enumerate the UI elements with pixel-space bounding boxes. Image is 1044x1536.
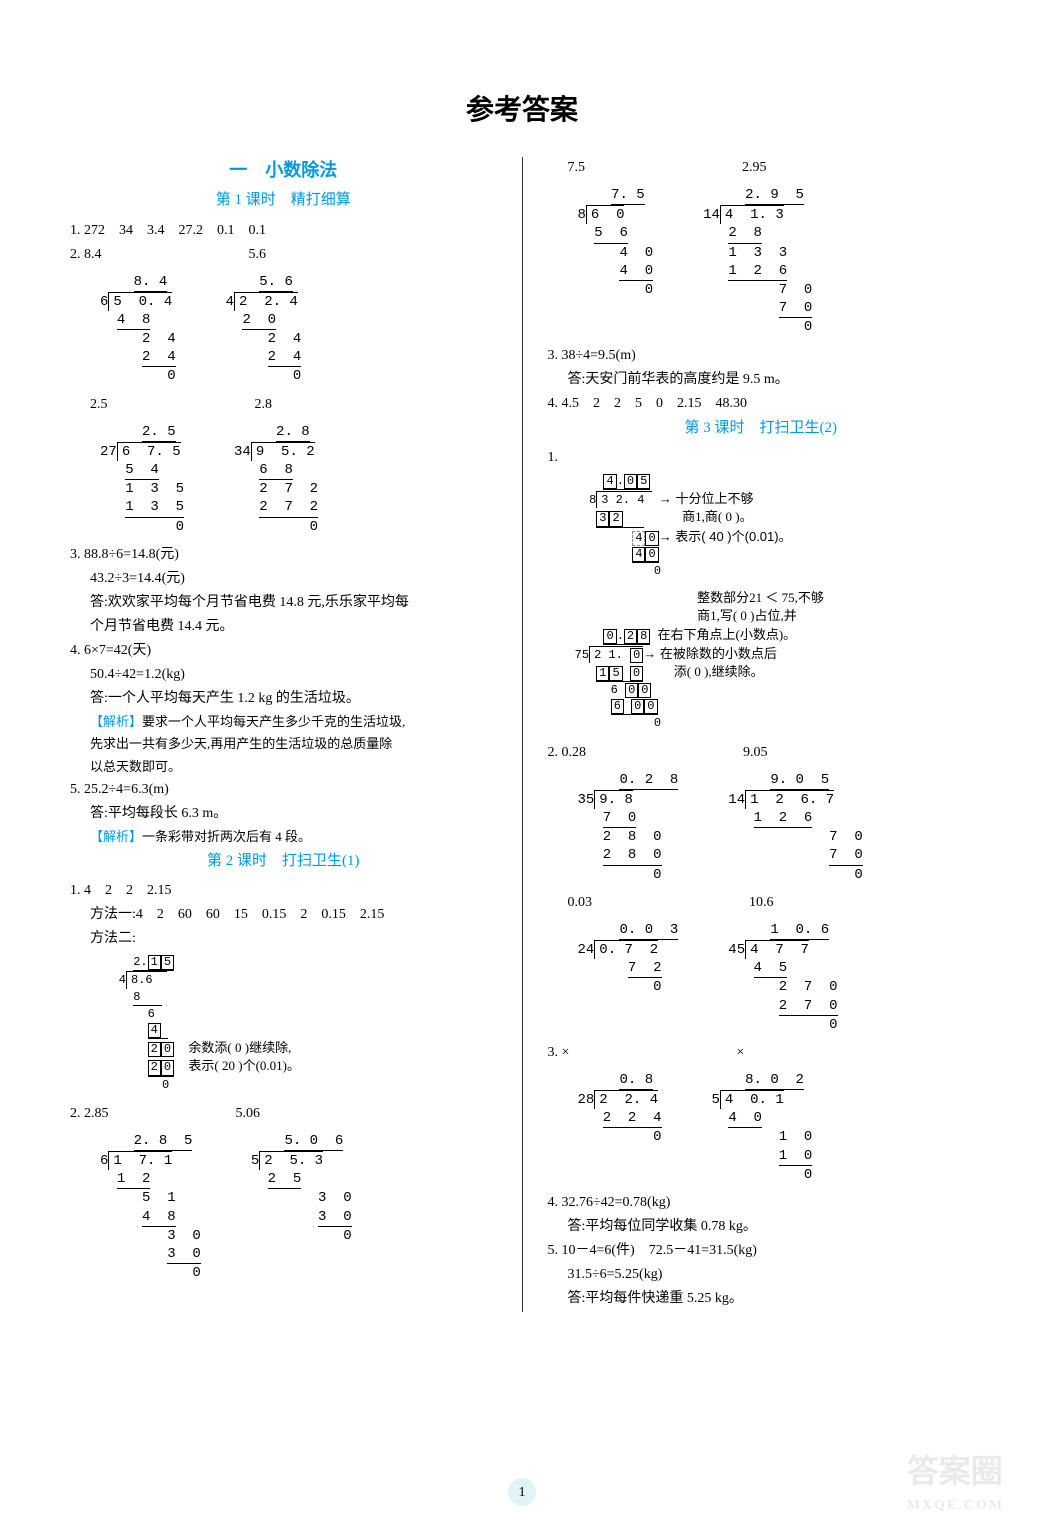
l3-q4b: 答:平均每位同学收集 0.78 kg。 <box>547 1216 974 1237</box>
l1-q4b: 50.4÷42=1.2(kg) <box>70 664 497 685</box>
l1-q4f: 先求出一共有多少天,再用产生的生活垃圾的总质量除 <box>70 734 497 754</box>
boxed-division-l3-2: 整数部分21 ＜ 75,不够 商1,写( 0 )占位,并 0.28 在右下角点上… <box>567 589 974 732</box>
analysis-label: 【解析】 <box>90 714 142 729</box>
l1-q3d: 个月节省电费 14.4 元。 <box>70 616 497 637</box>
left-column: 一 小数除法 第 1 课时 精打细算 1. 272 34 3.4 27.2 0.… <box>70 157 497 1312</box>
l3-q3a: 3. × <box>547 1045 569 1060</box>
longdiv-4: 2. 8 349 5. 2 6 8 2 7 2 2 7 2 0 <box>234 423 318 536</box>
l1-q2d: 2.8 <box>255 397 273 412</box>
r-q2a: 7.5 <box>567 160 585 175</box>
l3-q5c: 答:平均每件快递重 5.25 kg。 <box>547 1288 974 1309</box>
l2-q1c: 方法二: <box>90 931 136 946</box>
l2-q2b: 5.06 <box>236 1106 261 1121</box>
l3-q1: 1. <box>547 447 974 468</box>
longdiv-group-4: 7. 5 86 0 5 6 4 0 4 0 0 2. 9 5 144 1. 3 … <box>577 186 974 337</box>
longdiv-group-5: 0. 2 8 359. 8 7 0 2 8 0 2 8 0 0 9. 0 5 1… <box>577 771 974 884</box>
l2-q1a: 1. 4 2 2 2.15 <box>70 880 497 901</box>
l3-q2-row1: 2. 0.28 9.05 <box>547 742 974 763</box>
l1-q2a: 2. 8.4 <box>70 247 102 262</box>
l1-q2c: 2.5 <box>90 397 108 412</box>
right-column: 7.5 2.95 7. 5 86 0 5 6 4 0 4 0 0 2. 9 5 … <box>547 157 974 1312</box>
r-q2b: 2.95 <box>742 160 767 175</box>
l1-q4-analysis: 【解析】要求一个人平均每天产生多少千克的生活垃圾, <box>70 712 497 732</box>
l3-q3b: × <box>736 1045 744 1060</box>
l2-q2-row: 2. 2.85 5.06 <box>70 1103 497 1124</box>
l3-q4a: 4. 32.76÷42=0.78(kg) <box>547 1192 974 1213</box>
r-q3b: 答:天安门前华表的高度约是 9.5 m。 <box>547 369 974 390</box>
longdiv-5: 2. 8 5 61 7. 1 1 2 5 1 4 8 3 0 3 0 0 <box>100 1132 201 1283</box>
l1-q3a: 3. 88.8÷6=14.8(元) <box>70 544 497 565</box>
boxed-division-l3-1: 4.05 83 2. 4 → 十分位上不够 32 商1,商( 0 )。 40→ … <box>567 473 974 579</box>
longdiv-6: 5. 0 6 52 5. 3 2 5 3 0 3 0 0 <box>251 1132 352 1283</box>
longdiv-13: 0. 8 282 2. 4 2 2 4 0 <box>577 1071 661 1184</box>
longdiv-3: 2. 5 276 7. 5 5 4 1 3 5 1 3 5 0 <box>100 423 184 536</box>
l3-q2d: 10.6 <box>749 895 774 910</box>
longdiv-7: 7. 5 86 0 5 6 4 0 4 0 0 <box>577 186 653 337</box>
longdiv-1: 8. 4 65 0. 4 4 8 2 4 2 4 0 <box>100 273 176 386</box>
l3-q2-row2: 0.03 10.6 <box>547 892 974 913</box>
l1-q2-row: 2. 8.4 5.6 <box>70 244 497 265</box>
l1-q5-analysis: 【解析】一条彩带对折两次后有 4 段。 <box>70 827 497 847</box>
l1-q2-row2: 2.5 2.8 <box>70 394 497 415</box>
analysis-label-2: 【解析】 <box>90 829 142 844</box>
l3-q2b: 9.05 <box>743 745 768 760</box>
l2-q1c-row: 方法二: <box>70 928 497 949</box>
l3-q5a: 5. 10－4=6(件) 72.5－41=31.5(kg) <box>547 1240 974 1261</box>
page-title: 参考答案 <box>0 0 1044 157</box>
longdiv-group-6: 0. 0 3 240. 7 2 7 2 0 1 0. 6 454 7 7 4 5… <box>577 921 974 1034</box>
l2-q2a: 2. 2.85 <box>70 1106 109 1121</box>
boxed-division-method2: 2.15 48.6 8 6 4 20 余数添( 0 )继续除, 20 表示( 2… <box>90 954 497 1093</box>
longdiv-2: 5. 6 42 2. 4 2 0 2 4 2 4 0 <box>226 273 302 386</box>
l3-q2a: 2. 0.28 <box>547 745 586 760</box>
l1-q5a: 5. 25.2÷4=6.3(m) <box>70 779 497 800</box>
longdiv-10: 9. 0 5 141 2 6. 7 1 2 6 7 0 7 0 0 <box>728 771 862 884</box>
l1-q3c: 答:欢欢家平均每个月节省电费 14.8 元,乐乐家平均每 <box>70 592 497 613</box>
l2-q1b: 方法一:4 2 60 60 15 0.15 2 0.15 2.15 <box>70 904 497 925</box>
lesson3-title: 第 3 课时 打扫卫生(2) <box>547 417 974 440</box>
watermark-text: 答案圈 <box>907 1453 1003 1489</box>
column-divider <box>522 157 523 1312</box>
longdiv-9: 0. 2 8 359. 8 7 0 2 8 0 2 8 0 0 <box>577 771 678 884</box>
lesson2-title: 第 2 课时 打扫卫生(1) <box>70 850 497 873</box>
chapter-title: 一 小数除法 <box>70 157 497 184</box>
lesson1-title: 第 1 课时 精打细算 <box>70 189 497 212</box>
longdiv-group-1: 8. 4 65 0. 4 4 8 2 4 2 4 0 5. 6 42 2. 4 … <box>100 273 497 386</box>
l1-q4g: 以总天数即可。 <box>70 757 497 777</box>
r-q2-row: 7.5 2.95 <box>547 157 974 178</box>
l1-q5b: 答:平均每段长 6.3 m。 <box>70 803 497 824</box>
longdiv-group-7: 0. 8 282 2. 4 2 2 4 0 8. 0 2 54 0. 1 4 0… <box>577 1071 974 1184</box>
watermark: 答案圈 MXQE.COM <box>907 1447 1004 1516</box>
l3-q5b: 31.5÷6=5.25(kg) <box>547 1264 974 1285</box>
longdiv-group-3: 2. 8 5 61 7. 1 1 2 5 1 4 8 3 0 3 0 0 5. … <box>100 1132 497 1283</box>
watermark-sub: MXQE.COM <box>907 1495 1004 1516</box>
l1-q3b: 43.2÷3=14.4(元) <box>70 568 497 589</box>
longdiv-12: 1 0. 6 454 7 7 4 5 2 7 0 2 7 0 0 <box>728 921 837 1034</box>
longdiv-8: 2. 9 5 144 1. 3 2 8 1 3 3 1 2 6 7 0 7 0 … <box>703 186 812 337</box>
r-q4: 4. 4.5 2 2 5 0 2.15 48.30 <box>547 393 974 414</box>
l1-q2b: 5.6 <box>249 247 267 262</box>
longdiv-11: 0. 0 3 240. 7 2 7 2 0 <box>577 921 678 1034</box>
l1-q4a: 4. 6×7=42(天) <box>70 640 497 661</box>
page-number: 1 <box>508 1478 536 1506</box>
longdiv-14: 8. 0 2 54 0. 1 4 0 1 0 1 0 0 <box>712 1071 813 1184</box>
l3-q2c: 0.03 <box>567 895 592 910</box>
content-columns: 一 小数除法 第 1 课时 精打细算 1. 272 34 3.4 27.2 0.… <box>0 157 1044 1312</box>
l1-q1: 1. 272 34 3.4 27.2 0.1 0.1 <box>70 220 497 241</box>
longdiv-group-2: 2. 5 276 7. 5 5 4 1 3 5 1 3 5 0 2. 8 349… <box>100 423 497 536</box>
l3-q3-row: 3. × × <box>547 1042 974 1063</box>
l1-q4c: 答:一个人平均每天产生 1.2 kg 的生活垃圾。 <box>70 688 497 709</box>
r-q3a: 3. 38÷4=9.5(m) <box>547 345 974 366</box>
